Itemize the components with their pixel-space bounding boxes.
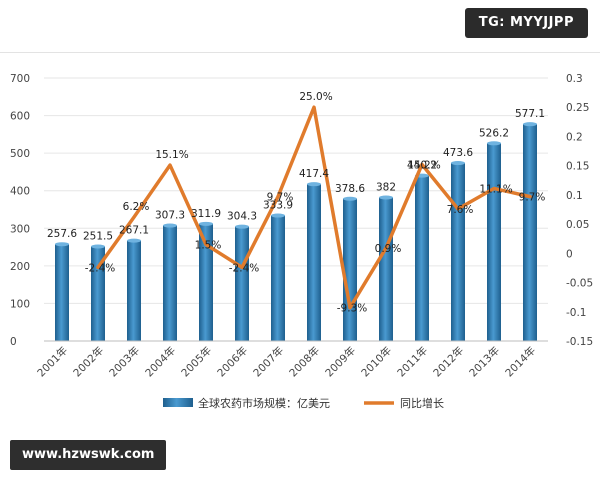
x-tick-label: 2013年 xyxy=(467,344,503,380)
y-right-tick-label: 0.15 xyxy=(566,161,589,173)
bar xyxy=(127,240,141,341)
y-right-tick-label: -0.1 xyxy=(566,307,587,319)
bar-top xyxy=(55,242,69,247)
bar xyxy=(199,223,213,341)
bar xyxy=(523,124,537,341)
bar-top xyxy=(235,224,249,229)
growth-value-label: 11.1% xyxy=(479,183,512,195)
watermark-bottom: www.hzwswk.com xyxy=(10,440,167,470)
bar-top xyxy=(91,244,105,249)
legend-bar-swatch xyxy=(163,398,193,407)
bar-value-label: 577.1 xyxy=(515,108,545,120)
growth-value-label: -2.4% xyxy=(229,262,259,274)
watermark-top: TG: MYYJJPP xyxy=(464,8,588,38)
bar-value-label: 267.1 xyxy=(119,225,149,237)
bar xyxy=(271,215,285,341)
bar-value-label: 417.4 xyxy=(299,168,329,180)
growth-value-label: 9.7% xyxy=(519,192,546,204)
x-tick-label: 2003年 xyxy=(107,344,143,380)
y-left-tick-label: 600 xyxy=(10,111,30,123)
y-left-tick-label: 500 xyxy=(10,148,30,160)
y-right-tick-label: 0.2 xyxy=(566,131,583,143)
bar-value-label: 526.2 xyxy=(479,127,509,139)
y-left-tick-label: 0 xyxy=(10,336,17,348)
bar xyxy=(163,225,177,341)
growth-value-label: 9.7% xyxy=(267,192,294,204)
y-right-tick-label: -0.15 xyxy=(566,336,593,348)
bar-value-label: 257.6 xyxy=(47,228,77,240)
y-right-tick-label: -0.05 xyxy=(566,278,593,290)
bar xyxy=(487,143,501,341)
y-left-tick-label: 700 xyxy=(10,73,30,85)
x-tick-label: 2012年 xyxy=(431,344,467,380)
growth-value-label: 6.2% xyxy=(123,201,150,213)
plot-panel: 0 100 200 300 400 500 600 700 -0.15 -0.1 -0.05 0 0.0… xyxy=(0,52,600,423)
bar-value-label: 378.6 xyxy=(335,183,365,195)
y-left-tick-label: 100 xyxy=(10,298,30,310)
bar xyxy=(91,246,105,341)
bar-value-label: 307.3 xyxy=(155,210,185,222)
growth-value-label: 25.0% xyxy=(299,91,332,103)
growth-value-label: 15.2% xyxy=(407,159,440,171)
bar-top xyxy=(307,182,321,187)
bar-value-label: 311.9 xyxy=(191,208,221,220)
legend-bar-label: 全球农药市场规模：亿美元 xyxy=(198,396,330,410)
y-left-tick-label: 300 xyxy=(10,223,30,235)
bar xyxy=(379,197,393,341)
bar-value-label: 382 xyxy=(376,181,396,193)
bar-top xyxy=(163,223,177,228)
x-tick-label: 2010年 xyxy=(359,344,395,380)
bar-value-label: 440.2 xyxy=(407,160,437,172)
growth-line xyxy=(96,105,532,310)
x-tick-label: 2005年 xyxy=(179,344,215,380)
x-tick-label: 2007年 xyxy=(251,344,287,380)
bar-top xyxy=(343,196,357,201)
bar-top xyxy=(199,221,213,226)
x-tick-label: 2006年 xyxy=(215,344,251,380)
x-tick-label: 2011年 xyxy=(395,344,431,380)
bar xyxy=(55,244,69,341)
x-tick-label: 2004年 xyxy=(143,344,179,380)
bar-value-label: 473.6 xyxy=(443,147,473,159)
bar-value-label: 304.3 xyxy=(227,211,257,223)
bar-value-label: 333.9 xyxy=(263,200,293,212)
combo-chart: 0 100 200 300 400 500 600 700 -0.15 -0.1 -0.05 0 0.0… xyxy=(10,73,593,410)
y-right-tick-label: 0.25 xyxy=(566,102,589,114)
x-tick-label: 2008年 xyxy=(287,344,323,380)
x-tick-label: 2002年 xyxy=(71,344,107,380)
growth-value-label: 1.5% xyxy=(195,240,222,252)
x-tick-label: 2009年 xyxy=(323,344,359,380)
legend-line-label: 同比增长 xyxy=(400,396,444,410)
x-tick-label: 2014年 xyxy=(503,344,539,380)
bar xyxy=(307,184,321,341)
growth-value-label: 15.1% xyxy=(155,149,188,161)
x-tick-label: 2001年 xyxy=(35,344,71,380)
bar xyxy=(451,163,465,341)
growth-value-label: 0.9% xyxy=(375,243,402,255)
y-right-tick-label: 0.1 xyxy=(566,190,583,202)
bar xyxy=(235,226,249,341)
bar-top xyxy=(271,213,285,218)
bar-top xyxy=(127,238,141,243)
growth-value-label: -9.3% xyxy=(337,303,367,315)
bar-top xyxy=(451,161,465,166)
bar-top xyxy=(523,122,537,127)
y-right-tick-label: 0 xyxy=(566,248,573,260)
bar-top xyxy=(379,195,393,200)
growth-value-label: 7.6% xyxy=(447,204,474,216)
y-left-tick-label: 200 xyxy=(10,261,30,273)
bar xyxy=(415,175,429,341)
bar-value-label: 251.5 xyxy=(83,231,113,243)
bar-top xyxy=(487,141,501,146)
growth-value-label: -2.4% xyxy=(85,262,115,274)
y-right-tick-label: 0.3 xyxy=(566,73,583,85)
y-left-tick-label: 400 xyxy=(10,186,30,198)
y-right-tick-label: 0.05 xyxy=(566,219,589,231)
bar xyxy=(343,198,357,341)
